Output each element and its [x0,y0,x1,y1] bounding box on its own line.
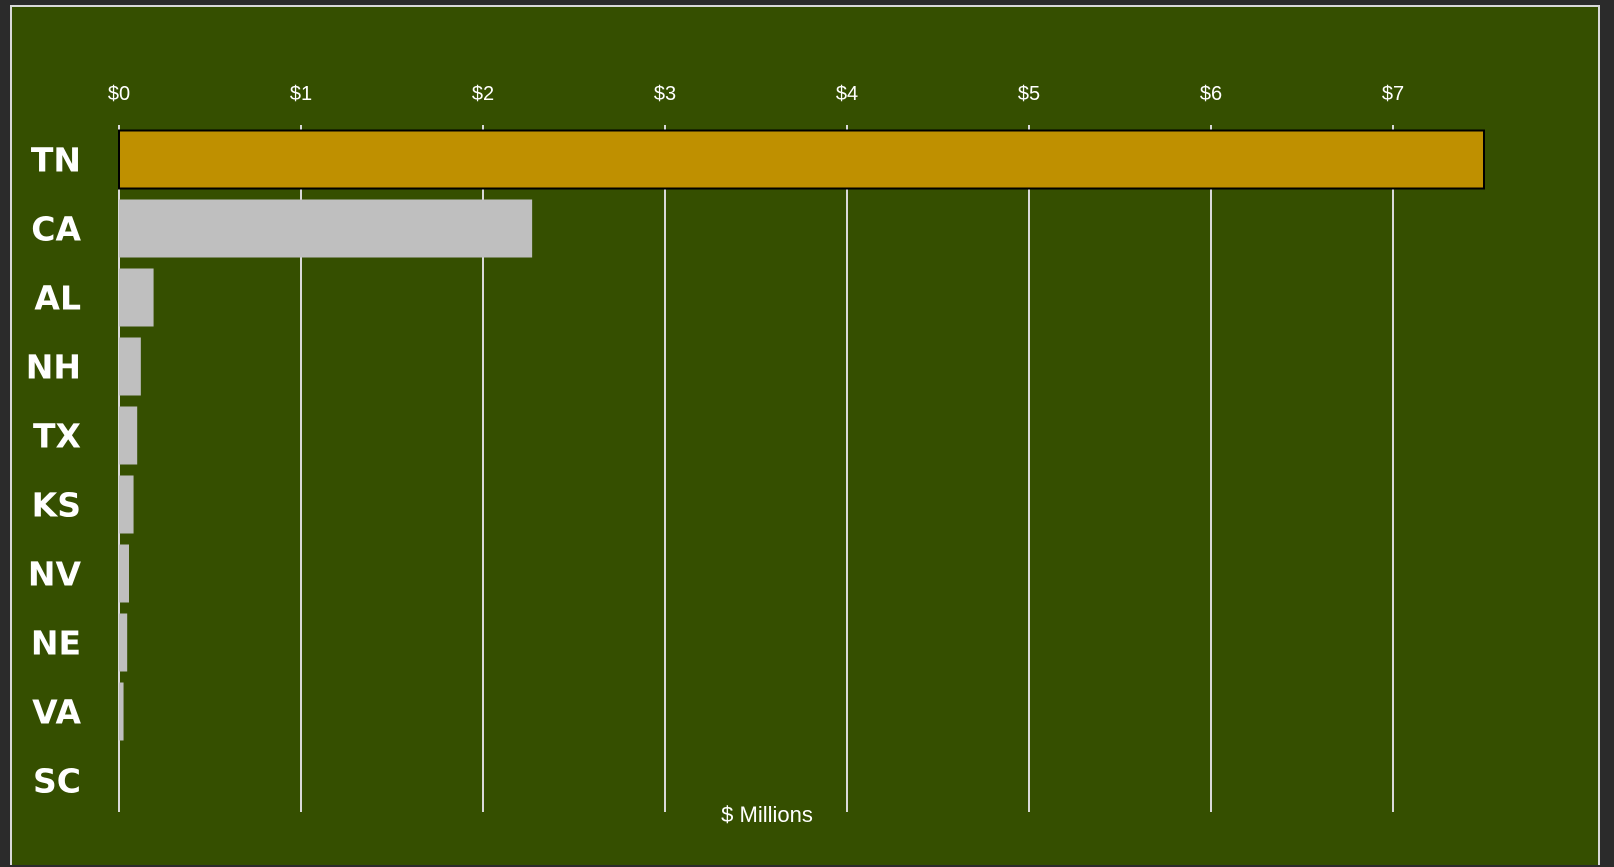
category-label-va: VA [32,693,81,732]
x-tick-label: $1 [290,83,312,105]
x-tick-labels: $0 $1 $2 $3 $4 $5 $6 $7 [108,83,1404,105]
category-label-sc: SC [33,762,81,801]
category-label-tn: TN [31,141,81,180]
category-label-ca: CA [31,210,81,249]
bar-chart: $0 $1 $2 $3 $4 $5 $6 $7 TN CA AL NH TX KS NV NE VA SC $ … [26,83,1485,827]
category-labels: TN CA AL NH TX KS NV NE VA SC [26,141,82,801]
bar-nh [119,337,141,396]
category-label-nv: NV [28,555,82,594]
category-label-al: AL [34,279,81,318]
bar-ca [119,199,533,258]
bar-tn [118,129,1485,190]
bar-al [119,268,154,327]
x-tick-label: $0 [108,83,130,105]
category-label-ne: NE [31,624,81,663]
x-tick-label: $7 [1382,83,1404,105]
category-label-tx: TX [33,417,81,456]
x-tick-label: $3 [654,83,676,105]
bar-va [119,682,124,741]
x-tick-label: $2 [472,83,494,105]
bar-ne [119,613,128,672]
x-tick-label: $4 [836,83,858,105]
bar-ks [119,475,134,534]
x-tick-label: $6 [1200,83,1222,105]
chart-frame: $0 $1 $2 $3 $4 $5 $6 $7 TN CA AL NH TX KS NV NE VA SC $ … [10,5,1600,865]
category-label-ks: KS [32,486,81,525]
x-axis-title: $ Millions [721,802,813,827]
bar-nv [119,544,130,603]
x-tick-label: $5 [1018,83,1040,105]
category-label-nh: NH [26,348,81,387]
bar-tx [119,406,138,465]
bars [118,129,1485,741]
